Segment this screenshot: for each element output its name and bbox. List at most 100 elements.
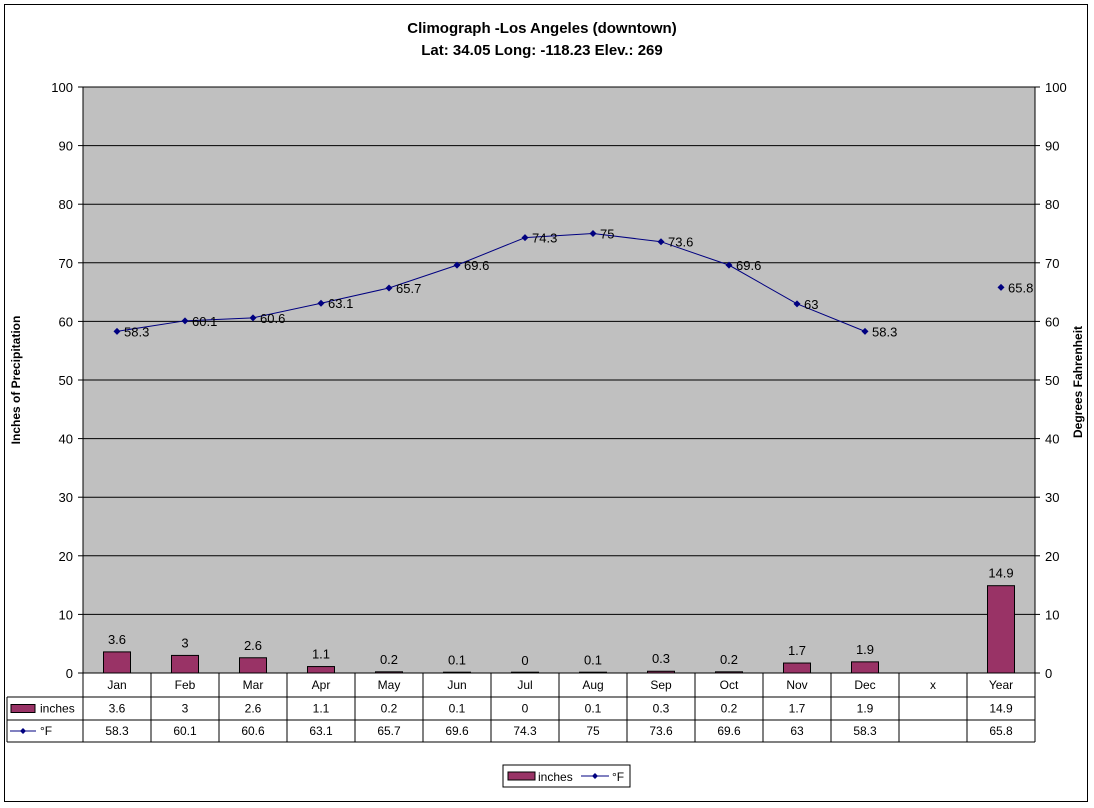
temperature-point bbox=[317, 299, 325, 307]
precip-data-label: 1.7 bbox=[788, 643, 806, 658]
precip-data-label: 3 bbox=[181, 635, 188, 650]
legend-line-marker bbox=[592, 773, 598, 779]
temperature-data-label: 69.6 bbox=[464, 258, 489, 273]
right-tick-label: 40 bbox=[1045, 432, 1059, 447]
right-tick-label: 100 bbox=[1045, 80, 1067, 95]
precip-bar bbox=[783, 662, 811, 674]
precip-bar bbox=[103, 651, 131, 674]
temperature-series-line bbox=[116, 232, 866, 332]
legend-box bbox=[502, 764, 631, 788]
table-cell: 74.3 bbox=[513, 724, 537, 738]
temperature-data-label: 73.6 bbox=[668, 235, 693, 250]
table-cell: 0.1 bbox=[585, 702, 602, 716]
left-tick-label: 80 bbox=[59, 197, 73, 212]
left-axis-title: Inches of Precipitation bbox=[9, 316, 23, 445]
table-cell: 3 bbox=[182, 702, 189, 716]
chart-title: Climograph -Los Angeles (downtown) bbox=[407, 20, 676, 37]
precip-data-label: 1.9 bbox=[856, 642, 874, 657]
temperature-point bbox=[725, 261, 733, 269]
precip-data-label: 0.1 bbox=[448, 652, 466, 667]
temperature-point bbox=[181, 317, 189, 325]
table-cell: 65.8 bbox=[989, 724, 1013, 738]
temperature-data-label: 60.6 bbox=[260, 311, 285, 326]
category-label: x bbox=[930, 678, 936, 692]
temperature-line bbox=[113, 230, 1005, 335]
gridlines bbox=[83, 86, 1035, 615]
legend-bar-swatch bbox=[507, 771, 536, 781]
left-tick-label: 20 bbox=[59, 549, 73, 564]
left-tick-label: 10 bbox=[59, 607, 73, 622]
right-tick-label: 10 bbox=[1045, 607, 1059, 622]
table-row-name: °F bbox=[40, 724, 52, 738]
precipitation-labels: 3.6 3 2.6 1.1 0.2 0.1 0 0.1 0.3 0.2 1.7 1.9 14.9 bbox=[108, 566, 1014, 668]
temperature-data-label: 74.3 bbox=[532, 231, 557, 246]
category-label: Mar bbox=[243, 678, 264, 692]
category-label: Nov bbox=[786, 678, 807, 692]
table-bar-key bbox=[10, 704, 36, 713]
precipitation-bars bbox=[103, 585, 1015, 674]
table-cell: 2.6 bbox=[245, 702, 262, 716]
precip-data-label: 0.2 bbox=[720, 652, 738, 667]
precip-bar bbox=[851, 661, 879, 674]
temperature-data-label: 65.7 bbox=[396, 281, 421, 296]
temperature-point bbox=[657, 238, 665, 246]
precip-data-label: 1.1 bbox=[312, 647, 330, 662]
category-label: Jun bbox=[447, 678, 466, 692]
category-label: Jan bbox=[107, 678, 126, 692]
left-tick-label: 100 bbox=[51, 80, 73, 95]
table-cell: 58.3 bbox=[853, 724, 877, 738]
precip-bar bbox=[239, 657, 267, 674]
temperature-point bbox=[453, 261, 461, 269]
table-cell: 1.9 bbox=[857, 702, 874, 716]
table-cell: 65.7 bbox=[377, 724, 401, 738]
chart-subtitle: Lat: 34.05 Long: -118.23 Elev.: 269 bbox=[421, 42, 663, 59]
table-cell: 58.3 bbox=[105, 724, 129, 738]
precip-data-label: 3.6 bbox=[108, 632, 126, 647]
left-tick-label: 50 bbox=[59, 373, 73, 388]
table-cell: 63.1 bbox=[309, 724, 333, 738]
right-tick-label: 60 bbox=[1045, 314, 1059, 329]
left-tick-label: 40 bbox=[59, 432, 73, 447]
right-tick-label: 70 bbox=[1045, 256, 1059, 271]
right-tick-label: 90 bbox=[1045, 139, 1059, 154]
table-line-key-marker bbox=[20, 728, 26, 734]
table-cell: 0 bbox=[522, 702, 529, 716]
category-label: Apr bbox=[312, 678, 331, 692]
temperature-point bbox=[793, 300, 801, 308]
category-label: Feb bbox=[175, 678, 196, 692]
category-label: Year bbox=[989, 678, 1013, 692]
precip-bar bbox=[171, 654, 199, 674]
precip-data-label: 0.3 bbox=[652, 651, 670, 666]
temperature-data-label: 63 bbox=[804, 297, 818, 312]
left-tick-label: 70 bbox=[59, 256, 73, 271]
temperature-data-label: 65.8 bbox=[1008, 280, 1033, 295]
left-tick-label: 30 bbox=[59, 490, 73, 505]
table-cell: 69.6 bbox=[445, 724, 469, 738]
temperature-data-label: 69.6 bbox=[736, 258, 761, 273]
precip-data-label: 0.1 bbox=[584, 652, 602, 667]
table-cell: 60.6 bbox=[241, 724, 265, 738]
right-axis-ticks: 0 10 20 30 40 50 60 70 80 90 100 bbox=[1034, 80, 1067, 681]
category-label: Dec bbox=[854, 678, 875, 692]
table-cell: 0.2 bbox=[721, 702, 738, 716]
left-tick-label: 60 bbox=[59, 314, 73, 329]
table-cell: 63 bbox=[790, 724, 804, 738]
table-cell: 14.9 bbox=[989, 702, 1013, 716]
right-tick-label: 50 bbox=[1045, 373, 1059, 388]
precip-bar bbox=[987, 585, 1015, 674]
temperature-data-label: 63.1 bbox=[328, 296, 353, 311]
table-cell: 73.6 bbox=[649, 724, 673, 738]
category-label: May bbox=[378, 678, 401, 692]
temperature-point bbox=[861, 327, 869, 335]
temperature-labels: 58.3 60.1 60.6 63.1 65.7 69.6 74.3 75 73.6 69.6 63… bbox=[124, 227, 1033, 340]
table-cell: 75 bbox=[586, 724, 600, 738]
right-tick-label: 20 bbox=[1045, 549, 1059, 564]
left-axis-ticks: 0 10 20 30 40 50 60 70 80 90 100 bbox=[51, 80, 84, 681]
right-tick-label: 0 bbox=[1045, 666, 1052, 681]
category-label: Sep bbox=[650, 678, 672, 692]
table-cell: 1.1 bbox=[313, 702, 330, 716]
table-cell: 69.6 bbox=[717, 724, 741, 738]
table-row-name: inches bbox=[40, 702, 75, 716]
temperature-point bbox=[589, 230, 597, 237]
